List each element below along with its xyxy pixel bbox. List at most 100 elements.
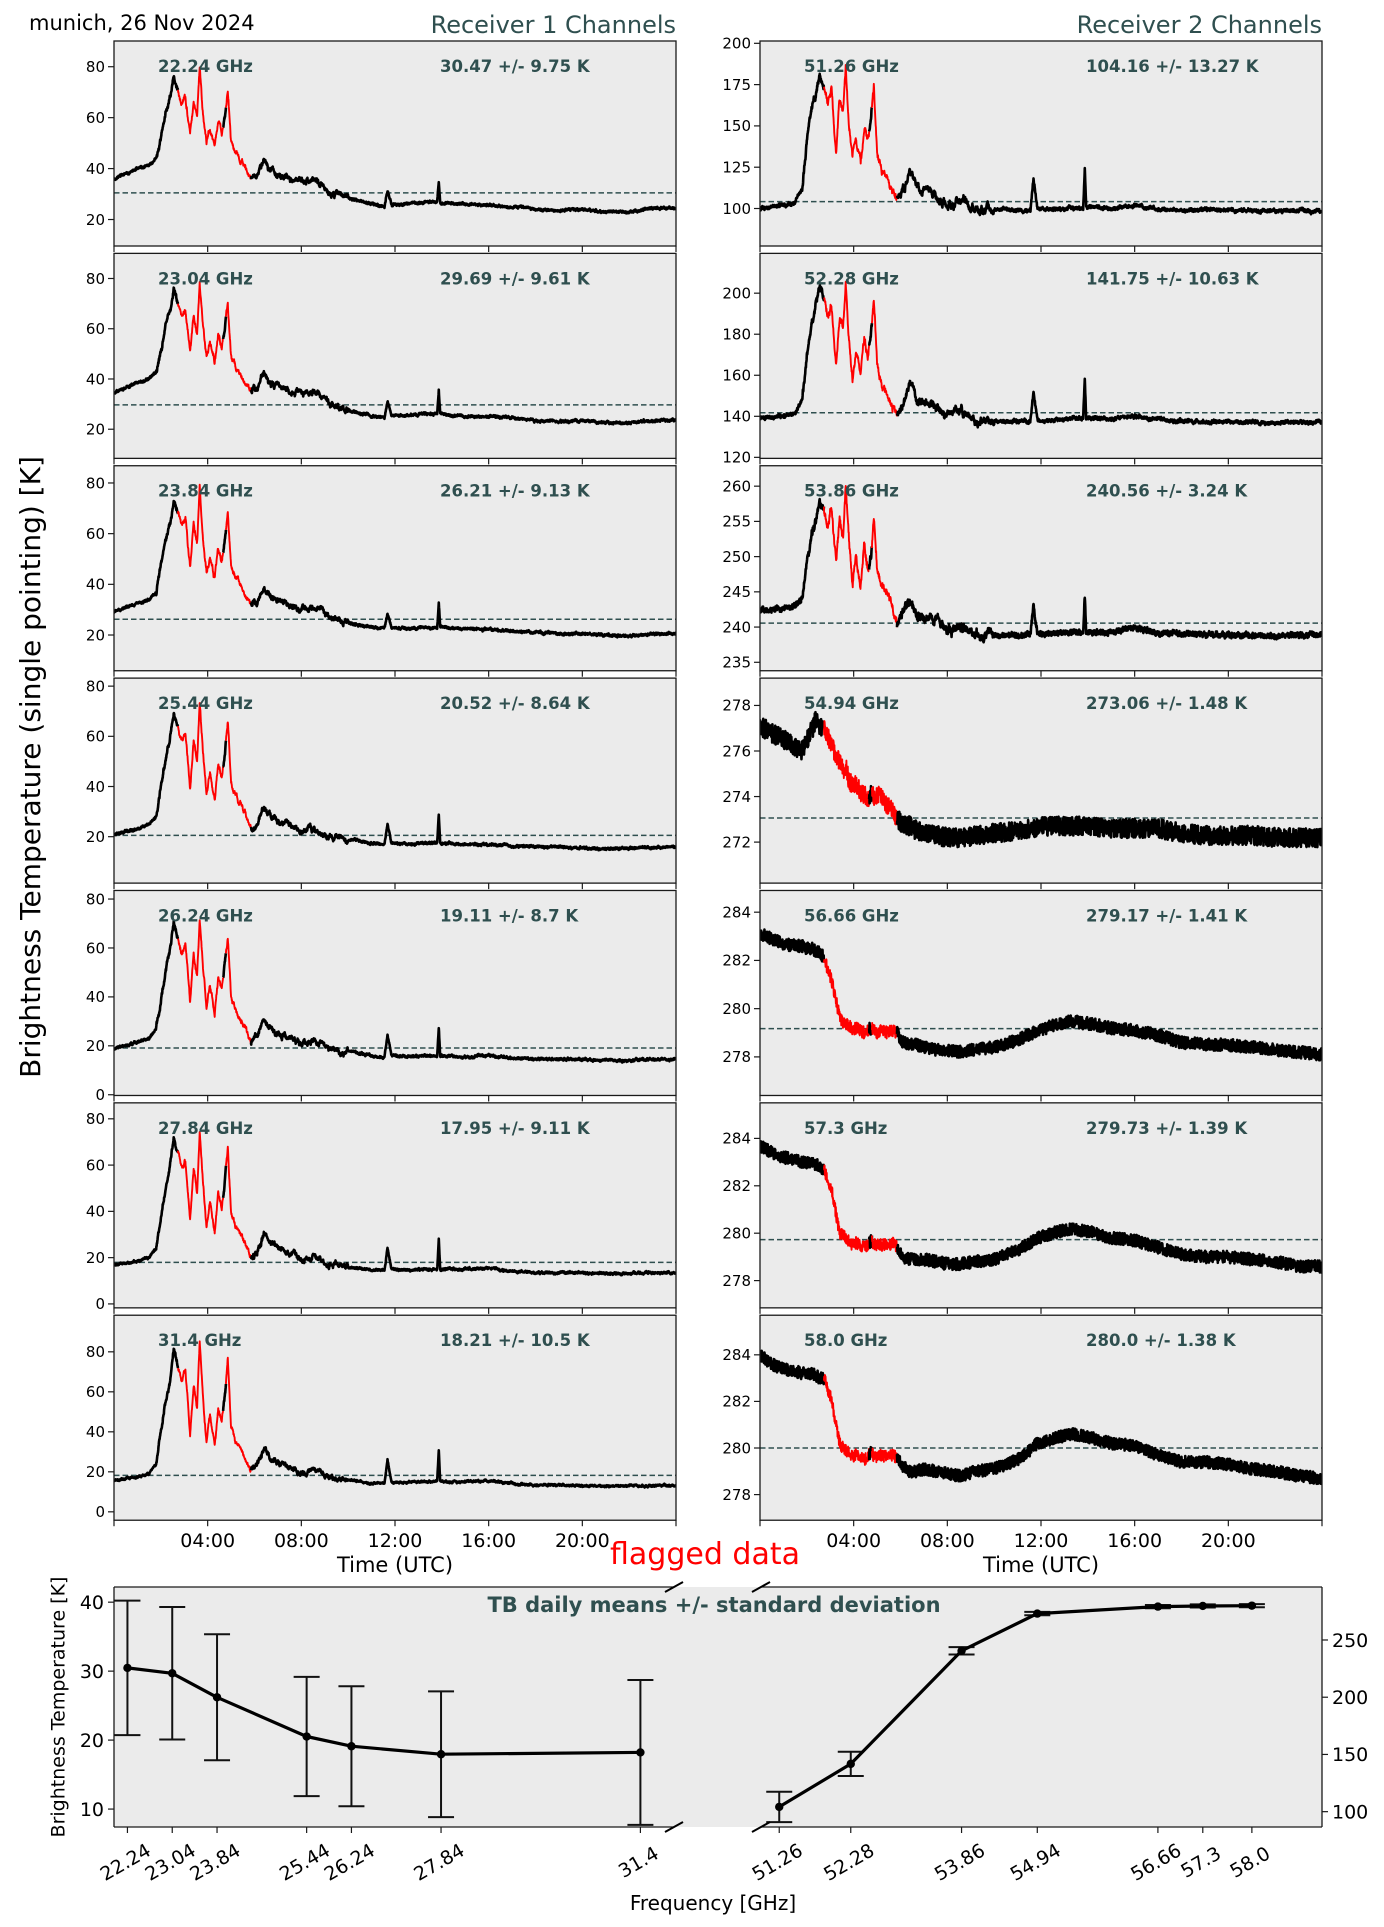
data-line — [867, 1021, 874, 1036]
y-tick-label: 284 — [722, 903, 751, 921]
data-line — [114, 74, 180, 182]
time-axis-label: Time (UTC) — [336, 1553, 453, 1577]
y-tick-label: 260 — [722, 477, 751, 495]
y-tick-label: 250 — [1332, 1630, 1368, 1652]
receiver-2-column: Receiver 2 Channels 100 125 150 175 200 51.26 … — [722, 11, 1323, 1577]
mean-marker — [1198, 1601, 1207, 1611]
y-tick-label: 20 — [86, 626, 105, 644]
channel-frequency-label: 56.66 GHz — [804, 906, 899, 925]
x-tick-label: 08:00 — [274, 1530, 329, 1552]
mean-marker — [302, 1732, 311, 1741]
y-tick-label: 255 — [722, 513, 751, 531]
y-tick-label: 278 — [722, 1486, 751, 1504]
y-tick-label: 272 — [722, 833, 751, 851]
flagged-data-line — [176, 702, 225, 801]
y-tick-label: 125 — [722, 159, 751, 177]
channel-panel: 278 280 282 284 04:00 08:00 12:00 16:00 20:00 58.… — [722, 1314, 1323, 1552]
y-tick-label: 80 — [86, 890, 105, 908]
y-tick-label: 20 — [86, 421, 105, 439]
flagged-data-line — [224, 937, 252, 1044]
data-line — [760, 928, 826, 963]
y-tick-label: 60 — [86, 1383, 105, 1401]
series-group — [760, 280, 1322, 429]
series-group — [760, 710, 1322, 849]
x-tick-label: 12:00 — [368, 1530, 423, 1552]
series-group — [760, 928, 1322, 1062]
channel-stats-label: 26.21 +/- 9.13 K — [440, 482, 591, 501]
axis-break-mark — [664, 1821, 684, 1833]
panel-background — [760, 890, 1322, 1096]
channel-panel: 278 280 282 284 56.66 GHz 279.17 +/- 1.41 K — [722, 889, 1323, 1102]
x-tick-label: 20:00 — [555, 1530, 610, 1552]
channel-frequency-label: 27.84 GHz — [158, 1119, 253, 1138]
mean-marker — [636, 1748, 645, 1757]
data-line — [249, 1230, 676, 1277]
y-tick-label: 278 — [722, 1048, 751, 1066]
data-line — [249, 585, 676, 639]
y-tick-label: 40 — [86, 370, 105, 388]
flagged-data-line — [176, 483, 225, 579]
series-group — [114, 483, 676, 639]
y-tick-label: 200 — [1332, 1687, 1368, 1709]
y-tick-label: 250 — [722, 548, 751, 566]
data-line — [760, 1349, 826, 1386]
flagged-data-line — [822, 1164, 871, 1253]
series-group — [114, 1131, 676, 1277]
channel-stats-label: 19.11 +/- 8.7 K — [440, 906, 579, 925]
data-line — [867, 545, 874, 570]
channel-frequency-label: 22.24 GHz — [158, 57, 253, 76]
flagged-data-line — [177, 1340, 225, 1446]
y-tick-label: 40 — [86, 576, 105, 594]
flagged-data-line — [176, 1131, 225, 1235]
channel-stats-label: 279.17 +/- 1.41 K — [1086, 906, 1248, 925]
y-tick-label: 235 — [722, 654, 751, 672]
panel-background — [114, 41, 676, 246]
chart-background — [114, 1587, 1322, 1827]
y-tick-label: 200 — [722, 35, 751, 53]
channel-frequency-label: 51.26 GHz — [804, 57, 899, 76]
series-group — [114, 66, 676, 215]
y-tick-label: 80 — [86, 58, 105, 76]
channel-frequency-label: 25.44 GHz — [158, 694, 253, 713]
x-tick-label: 04:00 — [180, 1530, 235, 1552]
main-y-axis-label: Brightness Temperature (single pointing)… — [14, 456, 47, 1078]
flagged-data-line — [870, 299, 898, 417]
flagged-data-legend: flagged data — [610, 1537, 800, 1572]
flagged-data-line — [870, 82, 898, 201]
y-tick-label: 282 — [722, 952, 751, 970]
column-title: Receiver 1 Channels — [431, 11, 676, 39]
y-tick-label: 280 — [722, 1439, 751, 1457]
flagged-data-line — [822, 720, 871, 808]
data-line — [221, 316, 228, 340]
frequency-axis-label: Frequency [GHz] — [630, 1891, 796, 1915]
data-line — [221, 1165, 228, 1198]
data-line — [895, 1222, 1322, 1274]
data-line — [867, 784, 874, 805]
channel-panel: 272 274 276 278 54.94 GHz 273.06 +/- 1.48 K — [722, 677, 1323, 890]
y-tick-label: 276 — [722, 742, 751, 760]
receiver-1-column: Receiver 1 Channels 20 40 60 80 22.24 GHz 30.4… — [86, 11, 677, 1577]
y-tick-label: 284 — [722, 1346, 751, 1364]
channel-frequency-label: 26.24 GHz — [158, 906, 253, 925]
data-line — [867, 323, 874, 346]
channel-panel: 20 40 60 80 23.84 GHz 26.21 +/- 9.13 K — [86, 465, 677, 677]
y-tick-label: 282 — [722, 1177, 751, 1195]
data-line — [895, 596, 1322, 644]
mean-marker — [1153, 1602, 1163, 1611]
axis-break-mark — [664, 1581, 684, 1593]
channel-frequency-label: 52.28 GHz — [804, 269, 899, 288]
y-tick-label: 80 — [86, 270, 105, 288]
data-line — [867, 106, 874, 132]
y-tick-label: 100 — [1332, 1801, 1368, 1823]
y-tick-label: 20 — [86, 1037, 105, 1055]
y-tick-label: 120 — [722, 449, 751, 467]
data-line — [114, 1347, 180, 1483]
y-tick-label: 40 — [86, 988, 105, 1006]
axis-break-mark — [751, 1821, 771, 1833]
data-line — [895, 1427, 1322, 1486]
data-line — [895, 166, 1322, 217]
data-line — [895, 1014, 1322, 1062]
flagged-data-line — [177, 919, 225, 1018]
channel-panel: 0 20 40 60 80 04:00 08:00 12:00 16:00 20:00 31.4 G… — [86, 1314, 677, 1552]
